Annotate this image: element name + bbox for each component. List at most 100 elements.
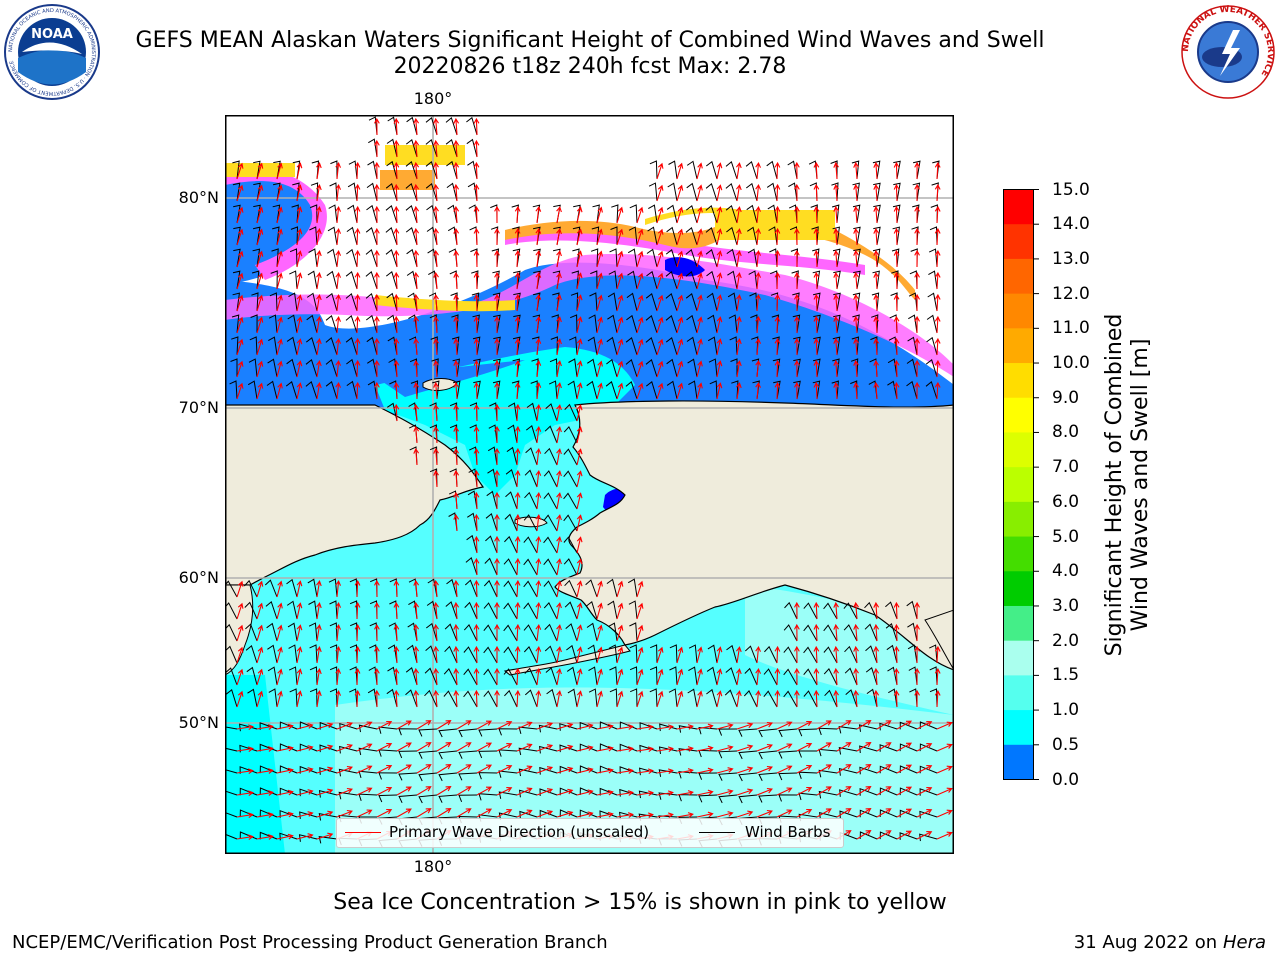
wind-barb <box>550 336 558 356</box>
wind-barb <box>539 809 558 818</box>
wave-arrow <box>256 834 274 840</box>
wave-arrow <box>473 513 480 532</box>
wind-barb <box>668 160 678 180</box>
wave-arrow <box>413 249 420 268</box>
wave-arrow <box>873 381 880 400</box>
wind-barb <box>385 182 398 202</box>
wind-barb <box>544 447 558 466</box>
wave-arrow <box>676 360 684 378</box>
wave-arrow <box>393 667 400 686</box>
wave-arrow <box>833 667 839 686</box>
wave-arrow <box>335 227 342 246</box>
wave-arrow <box>816 742 832 752</box>
wave-arrow <box>936 721 953 730</box>
wind-barb <box>386 138 398 158</box>
colorbar-cell <box>1003 536 1034 572</box>
wave-arrow <box>755 315 762 334</box>
wave-arrow <box>876 786 892 796</box>
wave-arrow <box>296 206 303 224</box>
wind-barb <box>607 292 618 312</box>
barb-legend-label: Wind Barbs <box>745 823 831 841</box>
wave-arrow <box>456 786 472 796</box>
wind-barb <box>425 117 438 136</box>
wave-arrow <box>914 623 920 642</box>
wind-barb <box>891 248 900 268</box>
wave-arrow <box>296 646 303 664</box>
wind-barb <box>286 600 298 620</box>
wave-arrow <box>636 580 644 598</box>
wind-barb <box>485 535 498 554</box>
wind-barb <box>628 226 638 246</box>
wind-barb <box>267 358 278 378</box>
wave-arrow <box>934 271 941 290</box>
wind-barb <box>609 666 618 686</box>
wind-barb <box>912 160 921 180</box>
wind-barb <box>286 358 298 378</box>
wave-arrow <box>535 315 542 334</box>
wind-barb <box>665 271 678 290</box>
wave-arrow <box>813 161 820 180</box>
wind-barb <box>272 204 281 224</box>
wind-barb <box>330 160 338 180</box>
wave-arrow <box>936 765 953 774</box>
wave-arrow <box>934 689 941 708</box>
wind-barb <box>492 270 500 290</box>
wind-barb <box>426 600 438 620</box>
wave-arrow <box>413 579 420 598</box>
wind-barb <box>291 204 299 224</box>
wind-barb <box>718 772 738 781</box>
wave-arrow <box>514 535 521 554</box>
wave-arrow <box>914 293 920 312</box>
ice-yellow-shelf <box>375 295 515 312</box>
wind-barb <box>463 646 478 664</box>
wave-arrow <box>494 601 500 619</box>
map-subtitle: 20220826 t18z 240h fcst Max: 2.78 <box>393 54 787 79</box>
wave-arrow <box>393 205 400 224</box>
wave-arrow <box>576 294 583 312</box>
wind-barb <box>630 688 638 708</box>
wave-arrow <box>436 785 452 796</box>
wind-barb <box>268 688 278 708</box>
wave-arrow <box>476 808 493 818</box>
wave-arrow <box>236 316 244 334</box>
wind-barb <box>798 728 818 737</box>
wind-barb <box>698 794 718 803</box>
wave-arrow <box>354 601 361 620</box>
wind-barb <box>748 270 758 290</box>
wave-arrow <box>856 719 872 730</box>
wave-arrow <box>476 786 493 796</box>
wave-arrow <box>413 161 420 180</box>
wind-barb <box>270 270 278 290</box>
wind-barb <box>265 601 278 620</box>
wave-arrow <box>755 337 762 356</box>
wave-arrow <box>374 293 380 312</box>
footer-right: 31 Aug 2022 on Hera <box>1074 932 1266 953</box>
wave-arrow <box>914 337 920 356</box>
wind-barb <box>452 358 460 378</box>
wave-arrow <box>433 227 439 246</box>
wave-arrow <box>296 382 303 400</box>
wind-barb <box>245 623 258 642</box>
wind-barb <box>405 205 418 224</box>
wave-arrow <box>696 723 714 730</box>
wind-barb <box>425 645 438 664</box>
wind-barb <box>349 666 358 686</box>
wind-barb <box>493 358 501 378</box>
wind-barb <box>832 226 840 246</box>
wind-barb <box>309 666 318 686</box>
wave-arrow <box>796 764 813 774</box>
wind-barb <box>551 314 559 334</box>
wave-arrow <box>596 723 614 730</box>
wind-barb <box>570 292 579 312</box>
wave-arrow <box>354 337 361 356</box>
colorbar-cell <box>1003 363 1034 399</box>
wave-arrow <box>833 623 839 642</box>
wind-barb <box>466 116 478 136</box>
wind-barb <box>424 667 438 686</box>
wave-arrow <box>453 645 460 664</box>
wave-arrow <box>556 788 574 796</box>
wave-arrow <box>716 294 723 312</box>
wind-barb <box>268 336 278 356</box>
wind-barb <box>310 204 318 224</box>
wave-arrow <box>936 743 953 752</box>
